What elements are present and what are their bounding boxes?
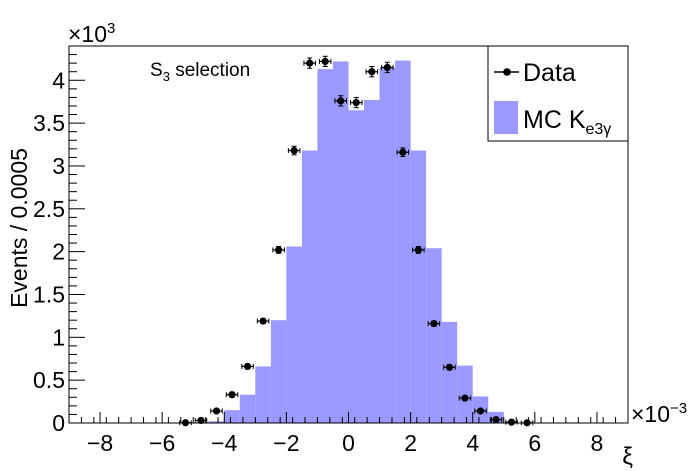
mc-bar	[301, 150, 318, 424]
y-tick-label: 3.5	[33, 110, 65, 136]
x-tick-label: 6	[528, 430, 541, 456]
mc-bar	[332, 61, 349, 423]
data-point	[350, 96, 363, 109]
mc-bar	[255, 366, 271, 423]
mc-bar	[208, 421, 225, 423]
y-axis-label: Events / 0.0005	[6, 148, 32, 308]
x-tick-label: −6	[149, 430, 175, 456]
mc-bar	[395, 60, 411, 423]
data-point	[272, 245, 285, 254]
data-point	[287, 145, 301, 156]
y-multiplier: ×103	[68, 20, 115, 47]
data-point	[256, 317, 270, 325]
mc-bar	[224, 410, 240, 423]
data-point	[412, 245, 425, 254]
mc-bar	[441, 321, 458, 423]
mc-bar	[364, 99, 380, 423]
data-point	[443, 363, 456, 371]
x-tick-label: 2	[404, 430, 417, 456]
data-point	[427, 320, 441, 328]
data-point	[489, 415, 503, 424]
mc-bar	[239, 394, 256, 423]
legend-data-label: Data	[523, 59, 576, 87]
data-point	[474, 407, 487, 415]
data-point	[334, 95, 347, 107]
mc-bar	[317, 69, 333, 423]
mc-bar	[457, 365, 473, 423]
data-points	[179, 55, 534, 427]
data-point	[365, 66, 379, 78]
mc-bar	[286, 246, 302, 423]
legend: Data MC Ke3γ	[487, 45, 629, 142]
y-tick-label: 3	[52, 153, 65, 179]
data-point	[381, 61, 394, 74]
y-tick-label: 0.5	[33, 367, 65, 393]
legend-data-marker	[503, 68, 511, 76]
legend-mc-label: MC Ke3γ	[523, 106, 611, 138]
mc-bar	[270, 320, 287, 423]
x-tick-label: −2	[273, 430, 299, 456]
y-tick-label: 1	[52, 324, 65, 350]
data-point	[241, 362, 254, 371]
mc-bar	[410, 150, 427, 424]
y-tick-label: 4	[52, 67, 65, 93]
y-tick-label: 1.5	[33, 281, 65, 307]
legend-mc-swatch	[494, 101, 518, 134]
data-point	[458, 394, 472, 402]
data-point	[396, 147, 410, 158]
mc-bar	[379, 67, 396, 423]
x-tick-label: −8	[87, 430, 113, 456]
selection-annotation: S3 selection	[150, 60, 250, 84]
x-tick-label: −4	[211, 430, 237, 456]
x-tick-label: 8	[591, 430, 604, 456]
axes: −8 −6 −4 −2 0 2 4 6 8 0 0.5 1 1.5 2 2.5 3 3.5 4	[33, 45, 629, 456]
data-point	[194, 416, 208, 425]
x-axis-label: ξ	[622, 443, 633, 470]
x-tick-label: 4	[466, 430, 479, 456]
y-tick-label: 2	[52, 239, 65, 265]
data-point	[225, 391, 239, 399]
x-tick-label: 0	[342, 430, 355, 456]
mc-bar	[348, 110, 365, 424]
data-point	[210, 407, 223, 415]
mc-histogram	[208, 60, 504, 424]
data-point	[318, 55, 332, 68]
mc-bar	[426, 248, 442, 423]
x-multiplier: ×10−3	[631, 400, 687, 427]
y-tick-label: 0	[52, 410, 65, 436]
y-tick-label: 2.5	[33, 196, 65, 222]
data-point	[303, 57, 316, 69]
